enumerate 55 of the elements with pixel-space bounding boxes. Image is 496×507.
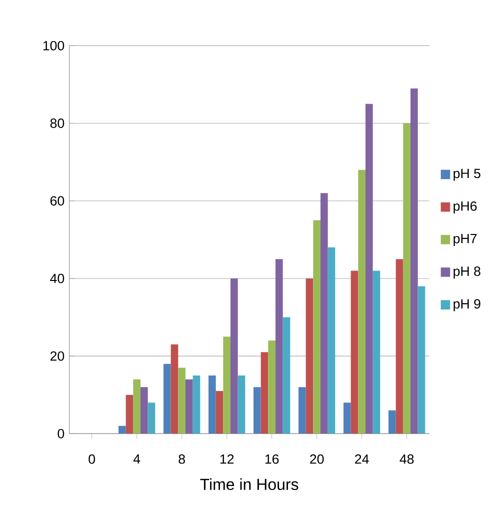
y-tick-label: 40 [50,274,64,284]
legend-label: pH7 [454,234,477,246]
bar [320,193,328,434]
x-tick-label: 8 [178,454,185,464]
bar [238,375,246,434]
bar [216,390,224,434]
y-tick-label: 60 [50,196,64,206]
bar [358,170,366,434]
x-tick-label: 24 [355,454,369,464]
bar [350,270,358,434]
bar [178,368,186,434]
bar [403,123,410,434]
bar [298,387,306,434]
bar [372,270,380,434]
bar [268,340,276,434]
legend-label: pH 8 [454,266,480,279]
bar [118,426,126,434]
bar [328,247,336,434]
legend-label: pH 5 [454,168,480,181]
bar [282,317,290,434]
bar [185,379,193,434]
x-axis-title: Time in Hours [200,478,298,490]
legend-label: pH 9 [454,299,480,312]
bar [418,286,426,434]
y-tick-label: 100 [43,40,64,50]
x-tick-label: 0 [88,454,96,464]
bar [396,259,404,434]
bar [126,394,134,434]
bar [275,259,283,434]
bar [148,402,156,434]
bar [410,88,418,434]
bar [365,104,373,434]
bar [260,352,268,434]
bar [192,375,200,434]
y-tick-label: 0 [58,428,64,438]
bar [253,387,261,434]
x-tick-label: 20 [310,454,324,464]
x-tick-label: 4 [133,454,140,464]
bar [208,375,216,434]
x-tick-label: 16 [265,454,279,464]
x-tick-label: 12 [220,454,234,464]
legend-label: pH6 [454,201,477,214]
bar [313,220,320,434]
y-tick-label: 20 [50,351,64,361]
bar [388,410,396,434]
bar [170,344,178,434]
x-tick-label: 48 [400,454,414,464]
bar [306,278,314,434]
bar [163,364,171,434]
bar [343,402,351,434]
bar [133,379,140,434]
bar [223,336,230,434]
bar [230,278,238,434]
y-tick-label: 80 [50,118,64,128]
bar [140,387,148,434]
